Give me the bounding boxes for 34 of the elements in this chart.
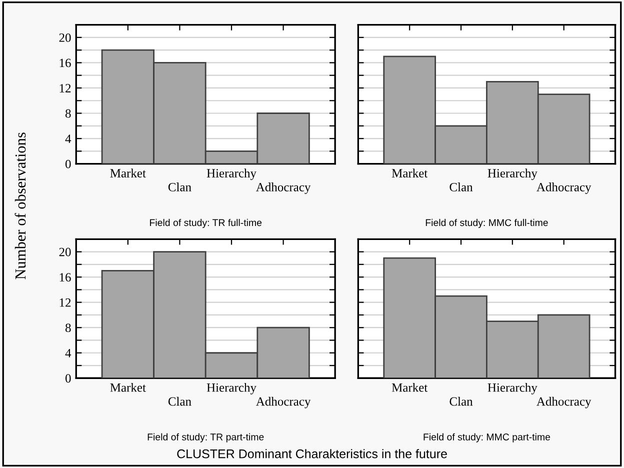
x-tick-label: Market (392, 383, 428, 392)
y-tick-label: 8 (65, 324, 71, 332)
x-tick-label: Clan (168, 182, 192, 192)
y-tick-label: 0 (65, 160, 71, 168)
x-tick-label: Adhocracy (536, 396, 592, 408)
x-tick-label: Clan (450, 182, 473, 192)
y-tick-label: 12 (60, 298, 71, 307)
x-axis-title: Field of study: MMC part-time (424, 433, 550, 442)
y-tick-label: 0 (65, 374, 71, 383)
y-tick-label: 4 (65, 348, 72, 358)
x-axis-title: Field of study: TR full-time (150, 218, 262, 228)
x-tick-label: Hierarchy (206, 383, 256, 394)
text: CLUSTER Dominant Charakteristics in the future (177, 449, 447, 458)
y-tick-label: 8 (65, 109, 71, 118)
y-tick-label: 16 (60, 273, 71, 282)
y-tick-label: 4 (65, 134, 72, 143)
x-axis-title: Field of study: MMC full-time (426, 218, 548, 228)
x-tick-label: Clan (168, 396, 192, 406)
x-tick-label: Hierarchy (488, 383, 538, 394)
x-axis-title: Field of study: TR part-time (148, 433, 264, 442)
y-tick-label: 16 (60, 58, 71, 68)
y-tick-label: 20 (59, 33, 71, 42)
x-tick-label: Market (110, 383, 146, 392)
x-tick-label: Adhocracy (536, 182, 592, 194)
y-tick-label: 12 (60, 84, 71, 92)
x-tick-label: Hierarchy (488, 168, 538, 180)
y-tick-label: 20 (59, 248, 71, 256)
y-axis-title: Number of observations (14, 132, 26, 280)
x-tick-label: Clan (450, 396, 473, 406)
x-tick-label: Adhocracy (256, 182, 311, 194)
x-tick-label: Adhocracy (256, 396, 311, 408)
x-tick-label: Market (392, 168, 428, 178)
x-tick-label: Market (110, 168, 146, 178)
x-tick-label: Hierarchy (206, 168, 256, 180)
